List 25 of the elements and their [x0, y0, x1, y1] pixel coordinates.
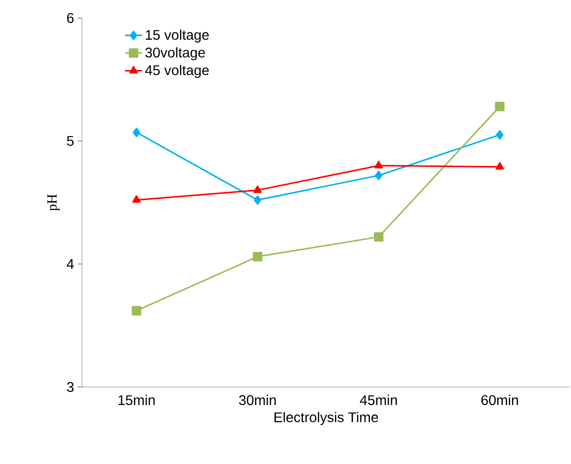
- x-tick-label: 30min: [239, 394, 276, 406]
- point: [252, 252, 262, 262]
- legend-label: 15 voltage: [146, 30, 209, 43]
- y-axis-title: pH: [47, 194, 60, 211]
- x-tick-label: 60min: [481, 394, 518, 406]
- point: [253, 185, 262, 193]
- point: [496, 130, 504, 140]
- point: [132, 195, 141, 203]
- y-tick-label: 6: [67, 13, 74, 23]
- y-tick-label: 4: [66, 259, 74, 269]
- y-tick-label: 5: [66, 136, 74, 146]
- point: [132, 128, 140, 138]
- legend-label: 45 voltage: [145, 64, 209, 78]
- point: [374, 232, 384, 242]
- legend-label: 30voltage: [145, 47, 205, 60]
- x-axis-title: Electrolysis Time: [274, 412, 378, 425]
- point: [496, 162, 504, 170]
- point: [374, 160, 383, 168]
- y-tick-label: 3: [66, 382, 74, 392]
- point: [374, 170, 382, 180]
- point: [495, 102, 505, 112]
- x-tick-label: 15min: [118, 394, 155, 406]
- point: [254, 195, 262, 205]
- point: [132, 306, 142, 316]
- x-tick-label: 45min: [360, 394, 397, 406]
